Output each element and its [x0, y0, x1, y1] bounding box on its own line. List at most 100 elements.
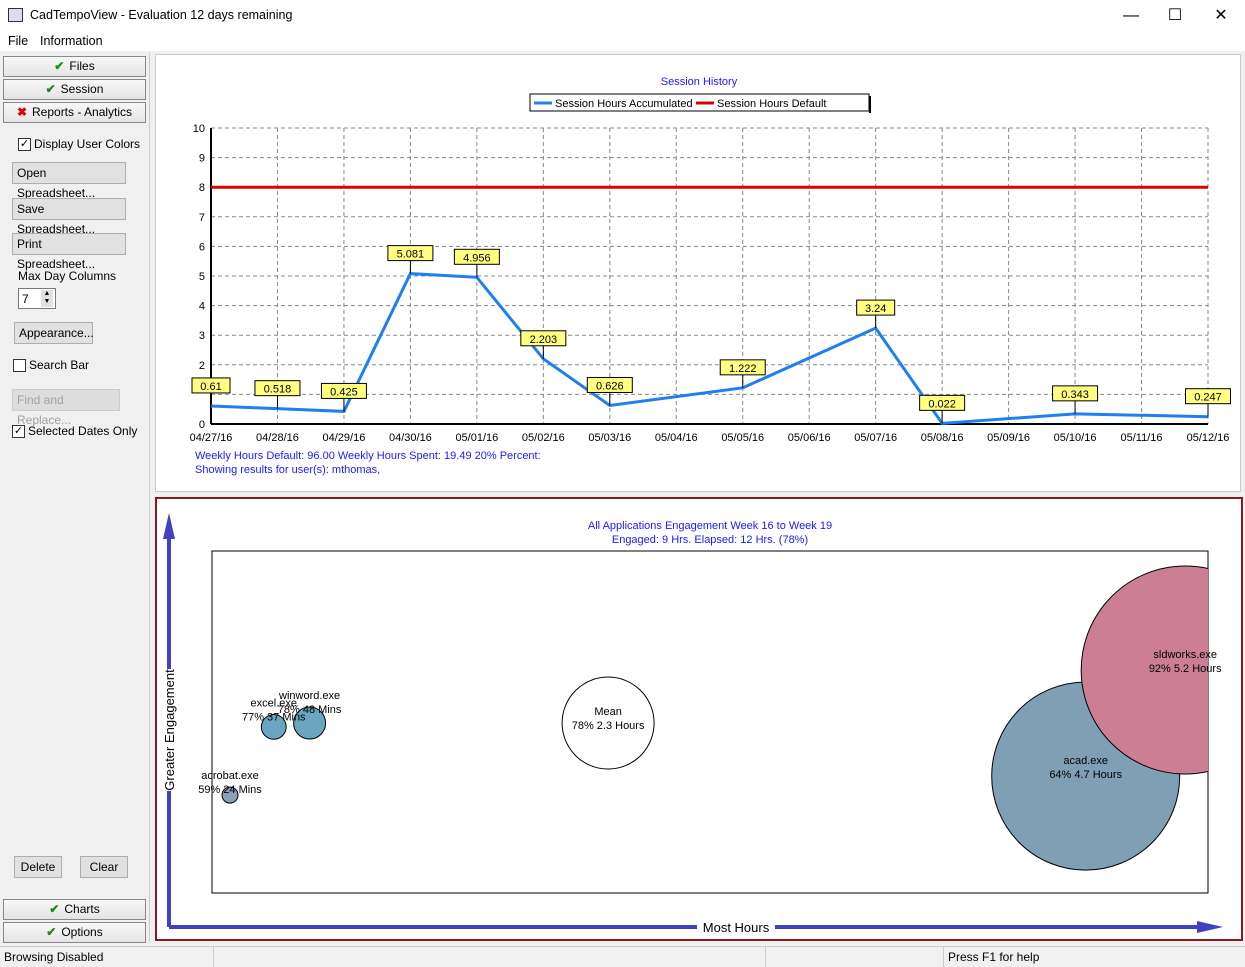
- x-tick-label: 04/27/16: [190, 432, 233, 444]
- x-tick-label: 04/30/16: [389, 432, 432, 444]
- display-user-colors-checkbox[interactable]: ✓ Display User Colors: [18, 137, 140, 151]
- legend-label-default: Session Hours Default: [717, 98, 826, 110]
- selected-dates-only-checkbox[interactable]: ✓ Selected Dates Only: [12, 424, 137, 438]
- y-tick-label: 2: [199, 360, 205, 372]
- bubble-detail: 92% 5.2 Hours: [1149, 663, 1222, 675]
- close-button[interactable]: ✕: [1214, 7, 1228, 24]
- clear-button[interactable]: Clear: [80, 856, 128, 878]
- status-left: Browsing Disabled: [4, 950, 104, 964]
- chart-footer-text: Showing results for user(s): mthomas,: [195, 464, 380, 476]
- check-icon: ✔: [54, 59, 65, 73]
- save-spreadsheet-button[interactable]: Save Spreadsheet...: [12, 198, 126, 236]
- data-label: 5.081: [397, 249, 425, 261]
- find-replace-button[interactable]: Find and Replace...: [12, 389, 120, 427]
- check-icon: ✔: [49, 902, 60, 916]
- spinner-arrows-icon[interactable]: ▲ ▼: [41, 290, 53, 307]
- cross-icon: ✖: [16, 105, 27, 119]
- bubble-name: Mean: [594, 706, 622, 718]
- bubble-acrobat: [221, 786, 239, 804]
- data-label-box: [520, 330, 567, 347]
- menu-bar: File Information: [0, 31, 1245, 51]
- session-history-panel: Session History Session Hours Accumulated…: [155, 54, 1241, 492]
- data-label: 3.24: [865, 303, 886, 315]
- y-tick-label: 7: [199, 212, 205, 224]
- engagement-panel: All Applications Engagement Week 16 to W…: [155, 497, 1243, 941]
- bubble-name: winword.exe: [278, 690, 340, 702]
- tab-label: Reports - Analytics: [32, 105, 133, 119]
- data-label-box: [320, 382, 367, 399]
- x-tick-label: 05/07/16: [854, 432, 897, 444]
- y-tick-label: 6: [199, 241, 205, 253]
- data-label-box: [586, 376, 633, 393]
- data-label: 0.022: [928, 398, 956, 410]
- bubble-detail: 77% 37 Mins: [242, 711, 306, 723]
- tab-label: Charts: [64, 902, 100, 916]
- menu-file[interactable]: File: [8, 34, 29, 48]
- bubble-excel: [260, 713, 287, 740]
- data-label: 2.203: [530, 334, 558, 346]
- spinner-value: 7: [22, 292, 29, 306]
- check-icon: ✔: [45, 82, 56, 96]
- ylabel-bg: [161, 669, 177, 791]
- data-label-box: [856, 299, 896, 316]
- print-spreadsheet-button[interactable]: Print Spreadsheet...: [12, 233, 126, 271]
- data-label-box: [387, 245, 434, 262]
- app-icon: [8, 8, 23, 22]
- y-tick-label: 0: [199, 419, 205, 431]
- x-tick-label: 05/10/16: [1054, 432, 1097, 444]
- tab-label: Files: [69, 59, 95, 73]
- data-label: 0.425: [330, 386, 358, 398]
- bubbles-group: [221, 565, 1208, 871]
- data-label-box: [453, 248, 500, 265]
- checkbox-label: Search Bar: [29, 358, 90, 372]
- maximize-button[interactable]: ☐: [1167, 7, 1183, 24]
- data-label-box: [719, 359, 766, 376]
- tab-options[interactable]: ✔ Options: [3, 922, 146, 943]
- tab-reports-analytics[interactable]: ✖ Reports - Analytics: [3, 102, 146, 123]
- status-help: Press F1 for help: [948, 950, 1040, 964]
- chart-subtitle: Engaged: 9 Hrs. Elapsed: 12 Hrs. (78%): [612, 534, 808, 546]
- legend-label-accumulated: Session Hours Accumulated: [555, 98, 693, 110]
- bubble-mean: [561, 676, 655, 770]
- tab-files[interactable]: ✔ Files: [3, 56, 146, 77]
- data-label: 0.61: [200, 381, 221, 393]
- bubble-detail: 64% 4.7 Hours: [1049, 769, 1122, 781]
- data-label: 4.956: [463, 252, 491, 264]
- menu-information[interactable]: Information: [40, 34, 103, 48]
- x-tick-label: 04/28/16: [256, 432, 299, 444]
- bubble-name: excel.exe: [251, 697, 297, 709]
- y-tick-label: 9: [199, 153, 205, 165]
- x-tick-label: 05/01/16: [455, 432, 498, 444]
- data-label-box: [919, 394, 966, 411]
- status-bar: Browsing Disabled Press F1 for help: [0, 946, 1245, 967]
- data-label: 0.343: [1061, 389, 1089, 401]
- bubble-winword: [293, 706, 327, 740]
- appearance-button[interactable]: Appearance...: [14, 322, 94, 344]
- open-spreadsheet-button[interactable]: Open Spreadsheet...: [12, 162, 126, 200]
- minimize-button[interactable]: —: [1123, 7, 1139, 24]
- tab-label: Session: [60, 82, 104, 96]
- max-day-columns-spinner[interactable]: 7 ▲ ▼: [18, 288, 56, 309]
- check-icon: ✔: [46, 925, 57, 939]
- tab-charts[interactable]: ✔ Charts: [3, 899, 146, 920]
- x-tick-label: 05/08/16: [921, 432, 964, 444]
- arrow-up-icon: [163, 513, 175, 539]
- data-label: 0.518: [264, 384, 292, 396]
- tab-session[interactable]: ✔ Session: [3, 79, 146, 100]
- x-tick-label: 05/09/16: [987, 432, 1030, 444]
- checkbox-checked-icon: ✓: [18, 137, 31, 151]
- checkbox-label: Display User Colors: [34, 137, 141, 151]
- max-day-columns-label: Max Day Columns: [18, 269, 117, 283]
- checkbox-unchecked-icon: [13, 358, 26, 372]
- x-tick-label: 05/05/16: [721, 432, 764, 444]
- search-bar-checkbox[interactable]: Search Bar: [13, 358, 89, 372]
- window-title: CadTempoView - Evaluation 12 days remain…: [30, 8, 293, 22]
- chart-title: Session History: [661, 76, 738, 88]
- x-tick-label: 05/04/16: [655, 432, 698, 444]
- data-label-box: [254, 380, 301, 397]
- delete-button[interactable]: Delete: [14, 856, 62, 878]
- bubble-detail: 59% 24 Mins: [198, 784, 262, 796]
- y-tick-label: 10: [193, 123, 205, 135]
- arrow-right-icon: [1197, 921, 1223, 933]
- series-accumulated-line: [210, 272, 1209, 425]
